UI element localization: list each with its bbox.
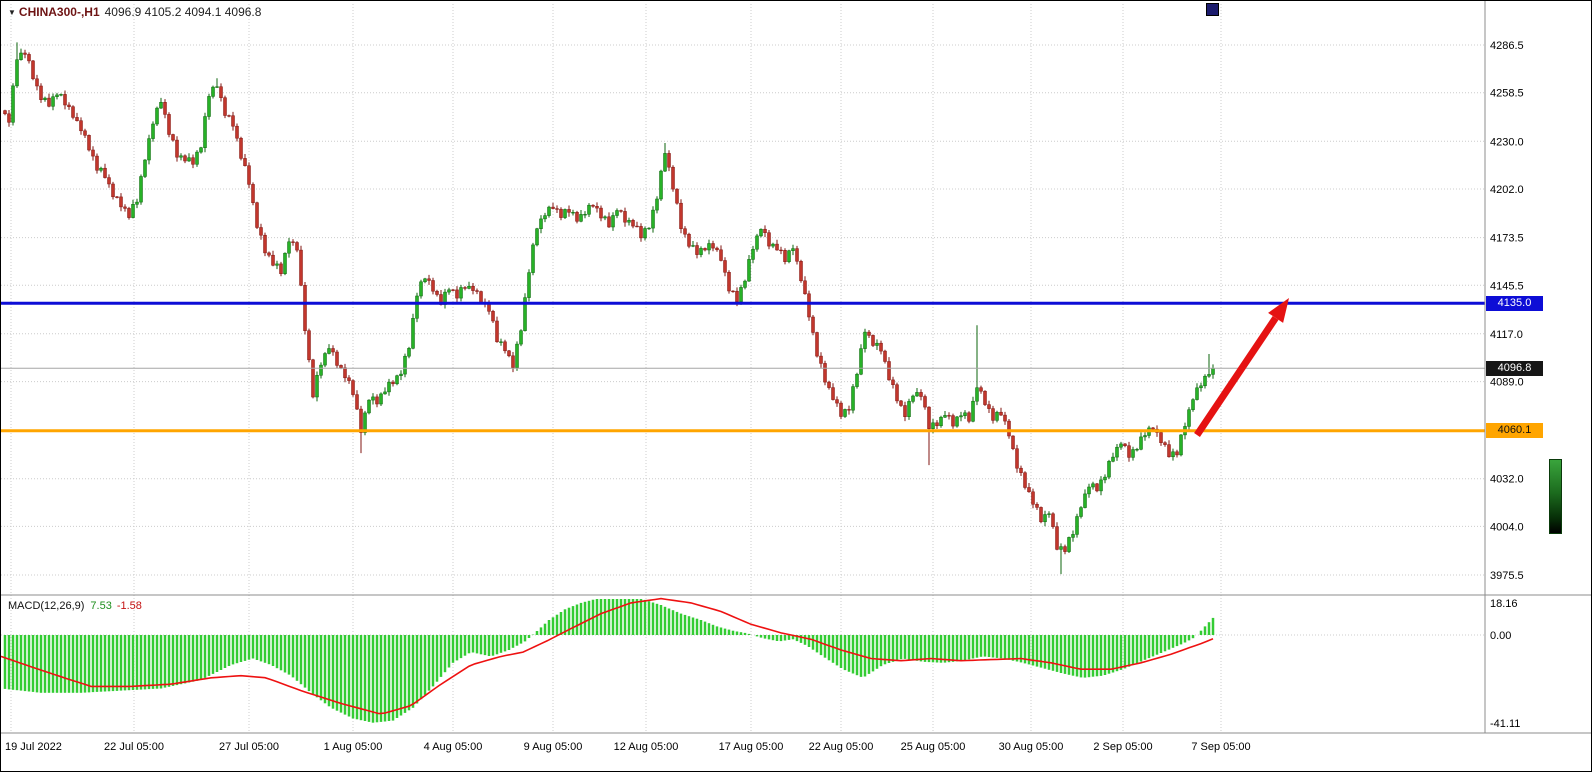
svg-text:27 Jul 05:00: 27 Jul 05:00 <box>219 741 279 753</box>
svg-text:4145.5: 4145.5 <box>1490 280 1524 292</box>
svg-text:4089.0: 4089.0 <box>1490 377 1524 389</box>
panel-separators <box>1 1 1591 734</box>
macd-signal-value: -1.58 <box>116 600 142 612</box>
svg-text:30 Aug 05:00: 30 Aug 05:00 <box>999 741 1064 753</box>
svg-text:4286.5: 4286.5 <box>1490 40 1524 52</box>
svg-text:4004.0: 4004.0 <box>1490 521 1524 533</box>
svg-text:19 Jul 2022: 19 Jul 2022 <box>5 741 62 753</box>
svg-text:22 Jul 05:00: 22 Jul 05:00 <box>104 741 164 753</box>
support-price-badge: 4060.1 <box>1486 423 1543 439</box>
macd-main-value: 7.53 <box>90 600 112 612</box>
symbol-dropdown-icon[interactable]: ▼ <box>8 8 16 17</box>
svg-text:1 Aug 05:00: 1 Aug 05:00 <box>324 741 383 753</box>
symbol-timeframe-label: CHINA300-,H1 <box>18 5 100 19</box>
svg-text:4117.0: 4117.0 <box>1490 329 1523 341</box>
svg-text:22 Aug 05:00: 22 Aug 05:00 <box>809 741 874 753</box>
trend-arrow[interactable] <box>1194 298 1289 437</box>
svg-text:4173.5: 4173.5 <box>1490 233 1524 245</box>
svg-text:25 Aug 05:00: 25 Aug 05:00 <box>901 741 966 753</box>
macd-signal-line <box>1 597 1214 715</box>
candlesticks <box>3 42 1215 575</box>
scrollbar-thumb[interactable] <box>1549 459 1562 534</box>
svg-text:4258.5: 4258.5 <box>1490 88 1524 100</box>
svg-text:18.16: 18.16 <box>1490 598 1518 610</box>
macd-axis-labels: 18.16 0.00 -41.11 <box>1490 598 1520 730</box>
svg-text:12 Aug 05:00: 12 Aug 05:00 <box>614 741 679 753</box>
svg-text:4230.0: 4230.0 <box>1490 136 1524 148</box>
svg-text:4032.0: 4032.0 <box>1490 474 1524 486</box>
svg-text:0.00: 0.00 <box>1490 630 1511 642</box>
svg-text:17 Aug 05:00: 17 Aug 05:00 <box>719 741 784 753</box>
macd-name: MACD(12,26,9) <box>8 600 85 612</box>
svg-text:4202.0: 4202.0 <box>1490 184 1524 196</box>
chart-header: ▼ CHINA300-,H1 4096.9 4105.2 4094.1 4096.8 <box>8 5 261 19</box>
svg-text:7 Sep 05:00: 7 Sep 05:00 <box>1191 741 1250 753</box>
svg-text:2 Sep 05:00: 2 Sep 05:00 <box>1093 741 1152 753</box>
svg-text:3975.5: 3975.5 <box>1490 570 1524 582</box>
macd-histogram <box>3 599 1215 723</box>
resistance-price-badge: 4135.0 <box>1486 295 1543 311</box>
price-axis-labels: 4286.5 4258.5 4230.0 4202.0 4173.5 4145.5 4117… <box>1490 40 1524 582</box>
window-corner-icon[interactable] <box>1206 3 1219 16</box>
macd-indicator-label: MACD(12,26,9) 7.53 -1.58 <box>8 600 142 612</box>
svg-text:9 Aug 05:00: 9 Aug 05:00 <box>524 741 583 753</box>
time-axis-labels: 19 Jul 2022 22 Jul 05:00 27 Jul 05:00 1 Aug… <box>5 741 1251 753</box>
current-price-badge: 4096.8 <box>1486 360 1543 376</box>
ohlc-values: 4096.9 4105.2 4094.1 4096.8 <box>104 5 262 19</box>
svg-text:-41.11: -41.11 <box>1490 718 1520 730</box>
svg-text:4 Aug 05:00: 4 Aug 05:00 <box>424 741 483 753</box>
